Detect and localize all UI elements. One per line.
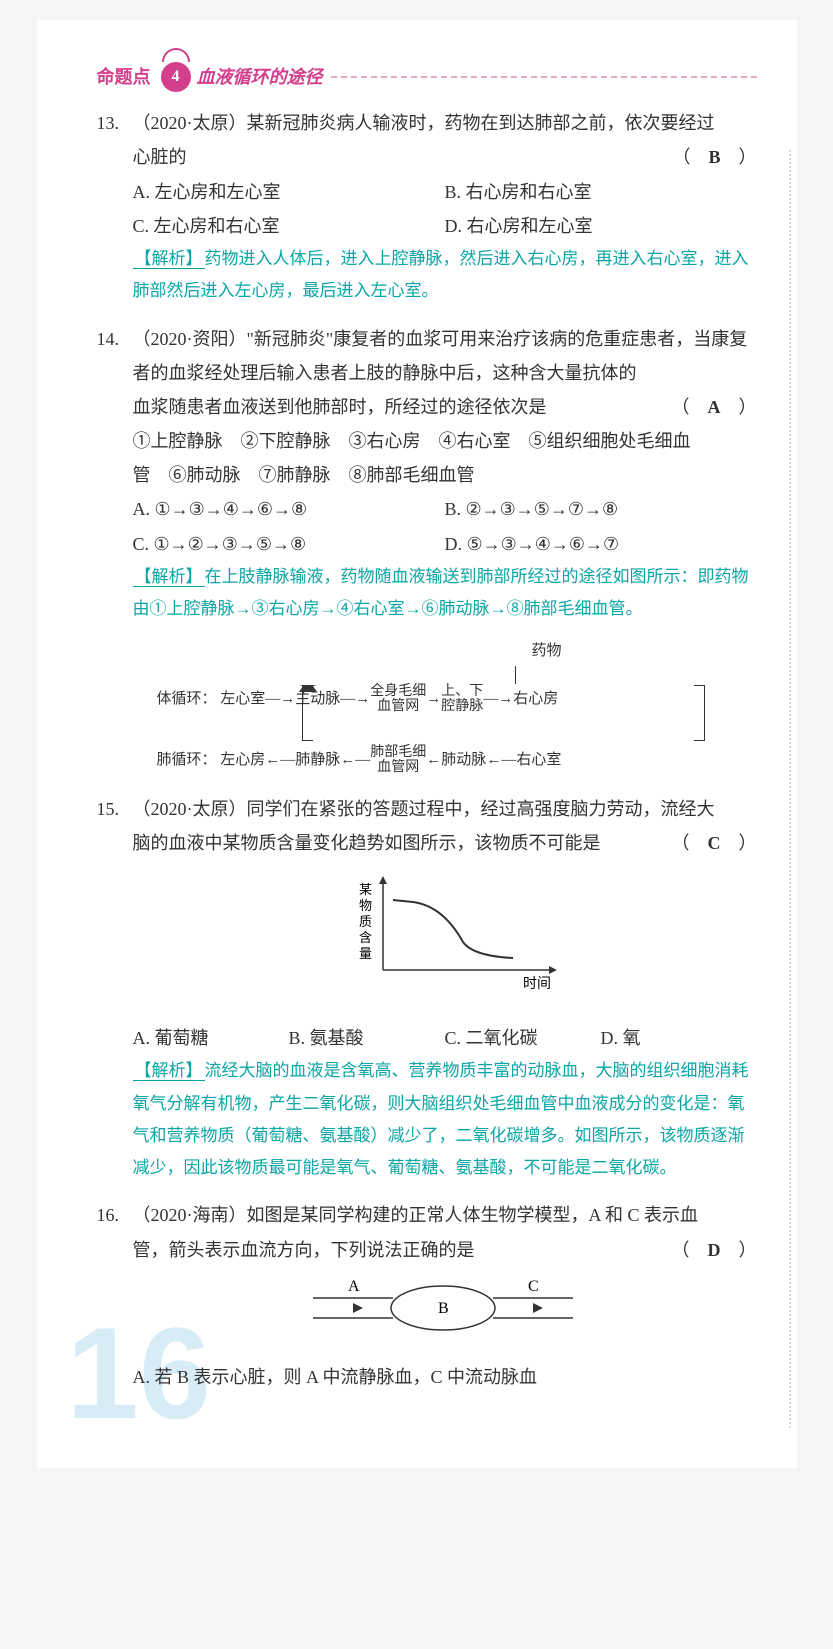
q15-opt-d: D. 氧 — [601, 1021, 757, 1055]
q15-opt-b: B. 氨基酸 — [289, 1021, 445, 1055]
q16-text2: 管，箭头表示血流方向，下列说法正确的是 — [133, 1233, 475, 1267]
node-cap1: 全身毛细 — [370, 684, 426, 699]
topic-header: 命题点 4 血液循环的途径 — [97, 60, 757, 94]
question-16: 16. （2020·海南）如图是某同学构建的正常人体生物学模型，A 和 C 表示… — [97, 1198, 757, 1394]
q15-text1: 同学们在紧张的答题过程中，经过高强度脑力劳动，流经大 — [247, 799, 715, 819]
q16-text1: 如图是某同学构建的正常人体生物学模型，A 和 C 表示血 — [247, 1205, 699, 1225]
chart-svg: 某 物 质 含 量 时间 — [353, 870, 593, 1000]
analysis-label: 【解析】 — [133, 567, 205, 587]
q13-opt-c: C. 左心房和右心室 — [133, 209, 445, 243]
q14-num: 14. — [97, 322, 133, 626]
q14-analysis-text: 在上肢静脉输液，药物随血液输送到肺部所经过的途径如图所示：即药物由①上腔静脉→③… — [133, 567, 749, 618]
loop-right-icon — [694, 685, 705, 741]
q13-opt-a: A. 左心房和左心室 — [133, 175, 445, 209]
q13-answer: B — [708, 147, 720, 167]
q13-analysis: 【解析】药物进入人体后，进入上腔静脉，然后进入右心房，再进入右心室，进入肺部然后… — [133, 243, 757, 308]
q15-answer: C — [708, 833, 721, 853]
q14-source: （2020·资阳） — [133, 329, 247, 349]
q14-opt-a: A. ①→③→④→⑥→⑧ — [133, 492, 445, 526]
q13-opt-d: D. 右心房和左心室 — [445, 209, 757, 243]
flow-systemic: 体循环： 左心室—→主动脉—→全身毛细血管网→上、下腔静脉—→右心房 — [157, 684, 737, 715]
q15-num: 15. — [97, 792, 133, 1185]
q13-opt-b: B. 右心房和右心室 — [445, 175, 757, 209]
q13-options: A. 左心房和左心室 B. 右心房和右心室 C. 左心房和右心室 D. 右心房和… — [133, 175, 757, 243]
arrow-down-icon — [515, 666, 517, 684]
svg-text:物: 物 — [359, 898, 372, 913]
node-rv: 右心室 — [516, 752, 561, 768]
flow-pulmonary: 肺循环： 左心房←—肺静脉←—肺部毛细血管网←肺动脉←—右心室 — [157, 745, 737, 776]
q14-analysis: 【解析】在上肢静脉输液，药物随血液输送到肺部所经过的途径如图所示：即药物由①上腔… — [133, 561, 757, 626]
q14-answer: A — [708, 397, 721, 417]
analysis-label: 【解析】 — [133, 1061, 205, 1081]
q14-opt-c: C. ①→②→③→⑤→⑧ — [133, 527, 445, 561]
q16-source: （2020·海南） — [133, 1205, 247, 1225]
q15-source: （2020·太原） — [133, 799, 247, 819]
q16-model-diagram: A B C — [293, 1273, 757, 1354]
q14-items1: ①上腔静脉 ②下腔静脉 ③右心房 ④右心室 ⑤组织细胞处毛细血 — [133, 424, 757, 458]
q13-analysis-text: 药物进入人体后，进入上腔静脉，然后进入右心房，再进入右心室，进入肺部然后进入左心… — [133, 249, 749, 300]
q13-stem2: 心脏的 — [133, 140, 187, 174]
node-pv: 肺静脉 — [295, 752, 340, 768]
q15-options: A. 葡萄糖 B. 氨基酸 C. 二氧化碳 D. 氧 — [133, 1021, 757, 1055]
chart-ylabel: 某 — [359, 882, 372, 897]
topic-number-badge: 4 — [161, 62, 191, 92]
topic-number: 4 — [172, 62, 180, 92]
q15-opt-a: A. 葡萄糖 — [133, 1021, 289, 1055]
q16-answer: D — [708, 1240, 721, 1260]
q16-num: 16. — [97, 1198, 133, 1394]
flow-drug-label: 药物 — [357, 637, 737, 666]
q15-analysis: 【解析】流经大脑的血液是含氧高、营养物质丰富的动脉血，大脑的组织细胞消耗氧气分解… — [133, 1055, 757, 1184]
q16-answer-paren: （ D ） — [672, 1233, 757, 1267]
svg-text:含: 含 — [359, 930, 372, 945]
q13-num: 13. — [97, 106, 133, 307]
q15-analysis-text: 流经大脑的血液是含氧高、营养物质丰富的动脉血，大脑的组织细胞消耗氧气分解有机物，… — [133, 1061, 749, 1177]
node-pcap2: 血管网 — [377, 760, 419, 775]
model-label-a: A — [348, 1278, 360, 1295]
pulmonary-label: 肺循环： — [157, 752, 217, 768]
q15-opt-c: C. 二氧化碳 — [445, 1021, 601, 1055]
document-page: 16 命题点 4 血液循环的途径 13. （2020·太原）某新冠肺炎病人输液时… — [37, 20, 797, 1468]
model-label-c: C — [528, 1278, 539, 1295]
analysis-label: 【解析】 — [133, 249, 205, 269]
wifi-icon — [162, 48, 190, 62]
svg-text:质: 质 — [359, 914, 372, 929]
question-14: 14. （2020·资阳）"新冠肺炎"康复者的血浆可用来治疗该病的危重症患者，当… — [97, 322, 757, 776]
node-pcap1: 肺部毛细 — [370, 745, 426, 760]
q15-chart: 某 物 质 含 量 时间 — [353, 870, 613, 1011]
systemic-label: 体循环： — [157, 691, 217, 707]
q14-text2: 血浆随患者血液送到他肺部时，所经过的途径依次是 — [133, 390, 547, 424]
q14-options: A. ①→③→④→⑥→⑧ B. ②→③→⑤→⑦→⑧ C. ①→②→③→⑤→⑧ D… — [133, 492, 757, 560]
q15-text2: 脑的血液中某物质含量变化趋势如图所示，该物质不可能是 — [133, 826, 601, 860]
node-lv: 左心室 — [220, 691, 265, 707]
node-vc1: 上、下 — [441, 684, 483, 699]
model-label-b: B — [438, 1300, 449, 1317]
q14-opt-b: B. ②→③→⑤→⑦→⑧ — [445, 492, 757, 526]
chart-xlabel: 时间 — [523, 976, 551, 992]
node-ra: 右心房 — [513, 691, 558, 707]
node-la: 左心房 — [220, 752, 265, 768]
dashes — [331, 76, 757, 78]
q14-answer-paren: （ A ） — [672, 390, 757, 424]
margin-dots — [789, 150, 791, 1428]
q14-items2: 管 ⑥肺动脉 ⑦肺静脉 ⑧肺部毛细血管 — [133, 458, 757, 492]
node-cap2: 血管网 — [377, 699, 419, 714]
svg-text:量: 量 — [359, 946, 372, 961]
node-pa: 肺动脉 — [441, 752, 486, 768]
q14-flow-diagram: 药物 体循环： 左心室—→主动脉—→全身毛细血管网→上、下腔静脉—→右心房 肺循… — [157, 637, 737, 775]
loop-left-icon — [302, 685, 313, 741]
q13-answer-paren: （ B ） — [672, 140, 756, 174]
q15-answer-paren: （ C ） — [672, 826, 757, 860]
question-13: 13. （2020·太原）某新冠肺炎病人输液时，药物在到达肺部之前，依次要经过 … — [97, 106, 757, 307]
q14-opt-d: D. ⑤→③→④→⑥→⑦ — [445, 527, 757, 561]
topic-title: 血液循环的途径 — [197, 60, 323, 94]
q13-text: 某新冠肺炎病人输液时，药物在到达肺部之前，依次要经过 — [247, 113, 715, 133]
q13-source: （2020·太原） — [133, 113, 247, 133]
node-vc2: 腔静脉 — [441, 699, 483, 714]
question-15: 15. （2020·太原）同学们在紧张的答题过程中，经过高强度脑力劳动，流经大 … — [97, 792, 757, 1185]
topic-prefix: 命题点 — [97, 60, 151, 94]
q16-opt-a: A. 若 B 表示心脏，则 A 中流静脉血，C 中流动脉血 — [133, 1360, 757, 1394]
